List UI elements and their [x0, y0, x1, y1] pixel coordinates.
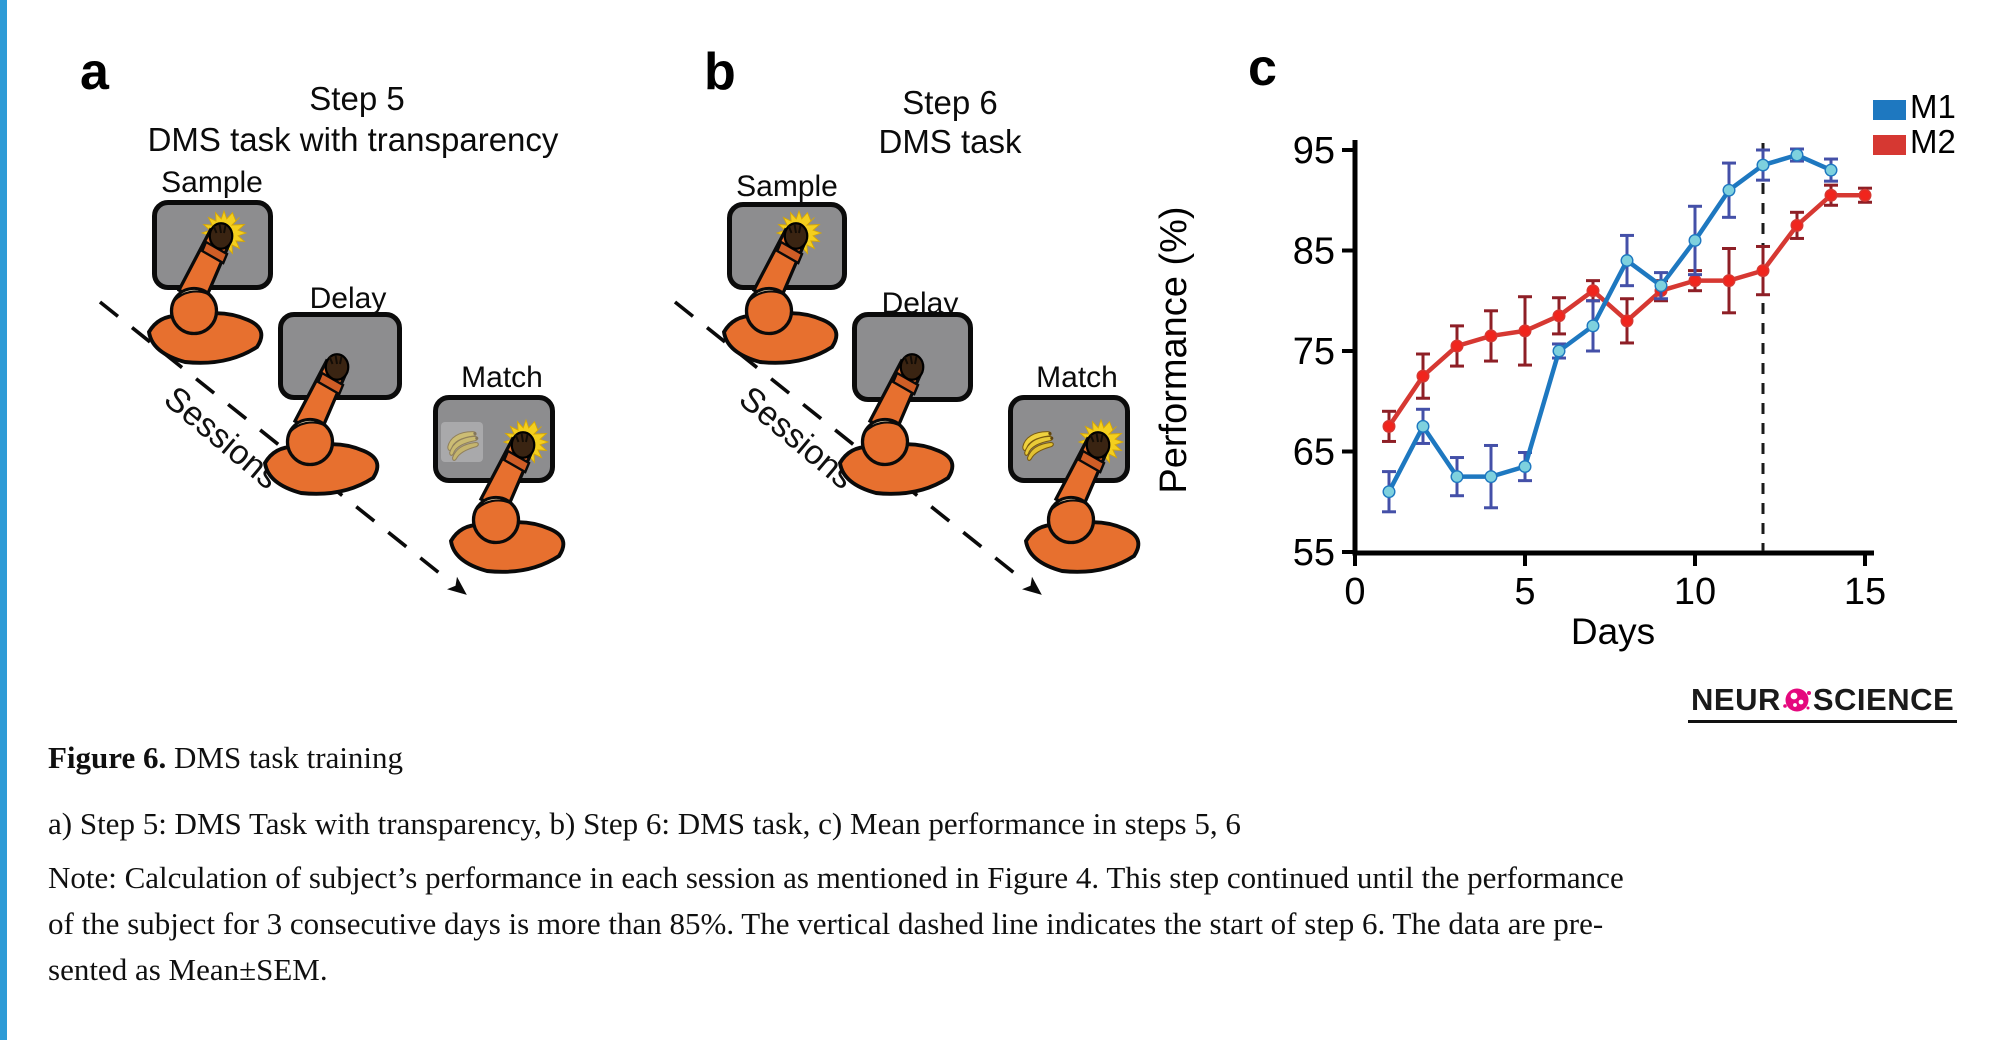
y-tick-label: 75	[1293, 331, 1335, 373]
panel-a-match-screen	[433, 395, 555, 483]
neuron-cell-icon	[1783, 688, 1811, 711]
panel-b-sample-label: Sample	[736, 170, 838, 203]
note-line-1: Note: Calculation of subject’s performan…	[48, 860, 1624, 895]
data-point-M1	[1586, 319, 1600, 333]
data-point-M1	[1790, 148, 1804, 162]
panel-b-title-step: Step 6	[902, 84, 998, 121]
y-tick-label: 95	[1293, 130, 1335, 172]
sessions-arrow-label: Sessions	[732, 379, 862, 497]
page-edge-rule	[0, 0, 7, 1040]
logo-text-neur: NEUR	[1691, 682, 1781, 717]
data-point-M2	[1858, 188, 1872, 202]
data-point-M2	[1654, 284, 1668, 298]
data-point-M1	[1620, 254, 1634, 268]
series-line-M1	[1387, 152, 1832, 493]
data-point-M2	[1722, 274, 1736, 288]
legend-label-M1: M1	[1910, 88, 1956, 125]
y-axis-title: Performance (%)	[1153, 206, 1195, 493]
data-point-M1	[1552, 344, 1566, 358]
panel-b-match-label: Match	[1036, 361, 1118, 394]
data-point-M2	[1484, 329, 1498, 343]
subcaption: a) Step 5: DMS Task with transparency, b…	[48, 806, 1241, 841]
data-point-M1	[1382, 485, 1396, 499]
x-tick-label: 0	[1344, 571, 1365, 613]
note-line-3: sented as Mean±SEM.	[48, 952, 328, 987]
series-line-M2	[1387, 192, 1865, 428]
panel-a-title-step: Step 5	[309, 80, 405, 117]
panel-c-letter: c	[1248, 39, 1277, 97]
panel-b-letter: b	[704, 43, 736, 101]
data-point-M1	[1484, 470, 1498, 484]
logo-text-science: SCIENCE	[1812, 682, 1955, 717]
note-line-2: of the subject for 3 consecutive days is…	[48, 906, 1604, 941]
panel-b-title-task: DMS task	[878, 123, 1022, 160]
sessions-arrow-label: Sessions	[157, 379, 287, 497]
x-tick-label: 5	[1514, 571, 1535, 613]
data-point-M1	[1722, 183, 1736, 197]
data-point-M2	[1756, 264, 1770, 278]
y-tick-label: 55	[1293, 532, 1335, 574]
x-tick-label: 10	[1674, 571, 1716, 613]
data-point-M2	[1416, 369, 1430, 383]
data-point-M1	[1756, 158, 1770, 172]
data-point-M2	[1518, 324, 1532, 338]
figure-caption-title: DMS task training	[166, 740, 404, 775]
panel-b-delay-screen	[852, 312, 973, 402]
panel-a-letter: a	[80, 43, 109, 101]
data-point-M1	[1450, 470, 1464, 484]
panel-a-delay-label: Delay	[309, 282, 387, 315]
data-point-M2	[1620, 314, 1634, 328]
y-tick-label: 85	[1293, 231, 1335, 273]
data-point-M1	[1688, 233, 1702, 247]
panel-a-title-task: DMS task with transparency	[147, 121, 559, 158]
data-point-M2	[1552, 309, 1566, 323]
data-point-M1	[1518, 460, 1532, 474]
sessions-arrowhead	[1022, 576, 1047, 602]
neuroscience-journal-logo: NEUR SCIENCE	[1688, 682, 1958, 723]
data-point-M2	[1382, 419, 1396, 433]
data-point-M2	[1586, 284, 1600, 298]
data-point-M2	[1450, 339, 1464, 353]
panel-b-match-screen	[1008, 395, 1130, 483]
panel-a-delay-screen	[278, 312, 402, 400]
data-point-M1	[1824, 163, 1838, 177]
panel-a-match-label: Match	[461, 361, 543, 394]
y-tick-label: 65	[1293, 432, 1335, 474]
data-point-M1	[1416, 419, 1430, 433]
legend-label-M2: M2	[1910, 123, 1956, 160]
data-point-M2	[1688, 274, 1702, 288]
legend-swatch-M1	[1873, 100, 1906, 120]
figure-caption: Figure 6. DMS task training	[48, 740, 403, 776]
x-axis-title: Days	[1571, 611, 1655, 652]
panel-a-sample-screen	[152, 200, 273, 290]
panel-b-sample-screen	[727, 202, 847, 290]
figure-caption-label: Figure 6.	[48, 740, 167, 775]
x-tick-label: 15	[1844, 571, 1886, 613]
data-point-M2	[1824, 188, 1838, 202]
data-point-M2	[1790, 218, 1804, 232]
data-point-M1	[1654, 279, 1668, 293]
legend-swatch-M2	[1873, 135, 1906, 155]
panel-a-sample-label: Sample	[161, 166, 263, 199]
sessions-arrowhead	[447, 576, 472, 602]
